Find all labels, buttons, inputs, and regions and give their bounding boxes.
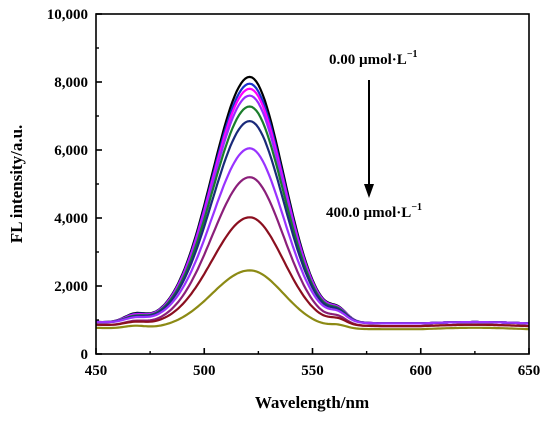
y-axis-title: FL intensity/a.u. [7,125,26,244]
plot-frame [95,13,530,355]
y-tick-label-5: 10,000 [47,7,88,23]
x-axis: 450 500 550 600 650 [85,348,541,379]
x-tick-label-2: 550 [301,363,324,379]
series-line-10 [95,269,530,331]
annotation-bottom: 400.0 µmol·L−1 [326,202,422,221]
y-axis: 0 2,000 4,000 6,000 8,000 10,000 [47,7,102,363]
direction-arrow-head [364,184,374,198]
x-tick-label-0: 450 [85,363,108,379]
x-tick-label-4: 650 [518,363,541,379]
y-tick-label-2: 4,000 [54,211,88,227]
annotation-top-sup: −1 [407,49,418,60]
annotation-top-main: 0.00 µmol·L [329,52,407,68]
series-line-9 [95,216,530,328]
y-tick-label-4: 8,000 [54,75,88,91]
annotation-top: 0.00 µmol·L−1 [329,49,418,68]
series-curves [95,75,530,331]
annotation-bottom-main: 400.0 µmol·L [326,205,411,221]
x-tick-label-1: 500 [193,363,216,379]
y-tick-label-3: 6,000 [54,143,88,159]
series-line-8 [95,176,530,328]
annotation-bottom-sup: −1 [411,202,422,213]
series-line-7 [96,147,530,325]
x-axis-title: Wavelength/nm [255,393,369,412]
y-tick-label-1: 2,000 [54,279,88,295]
y-tick-label-0: 0 [81,347,89,363]
x-tick-label-3: 600 [410,363,433,379]
